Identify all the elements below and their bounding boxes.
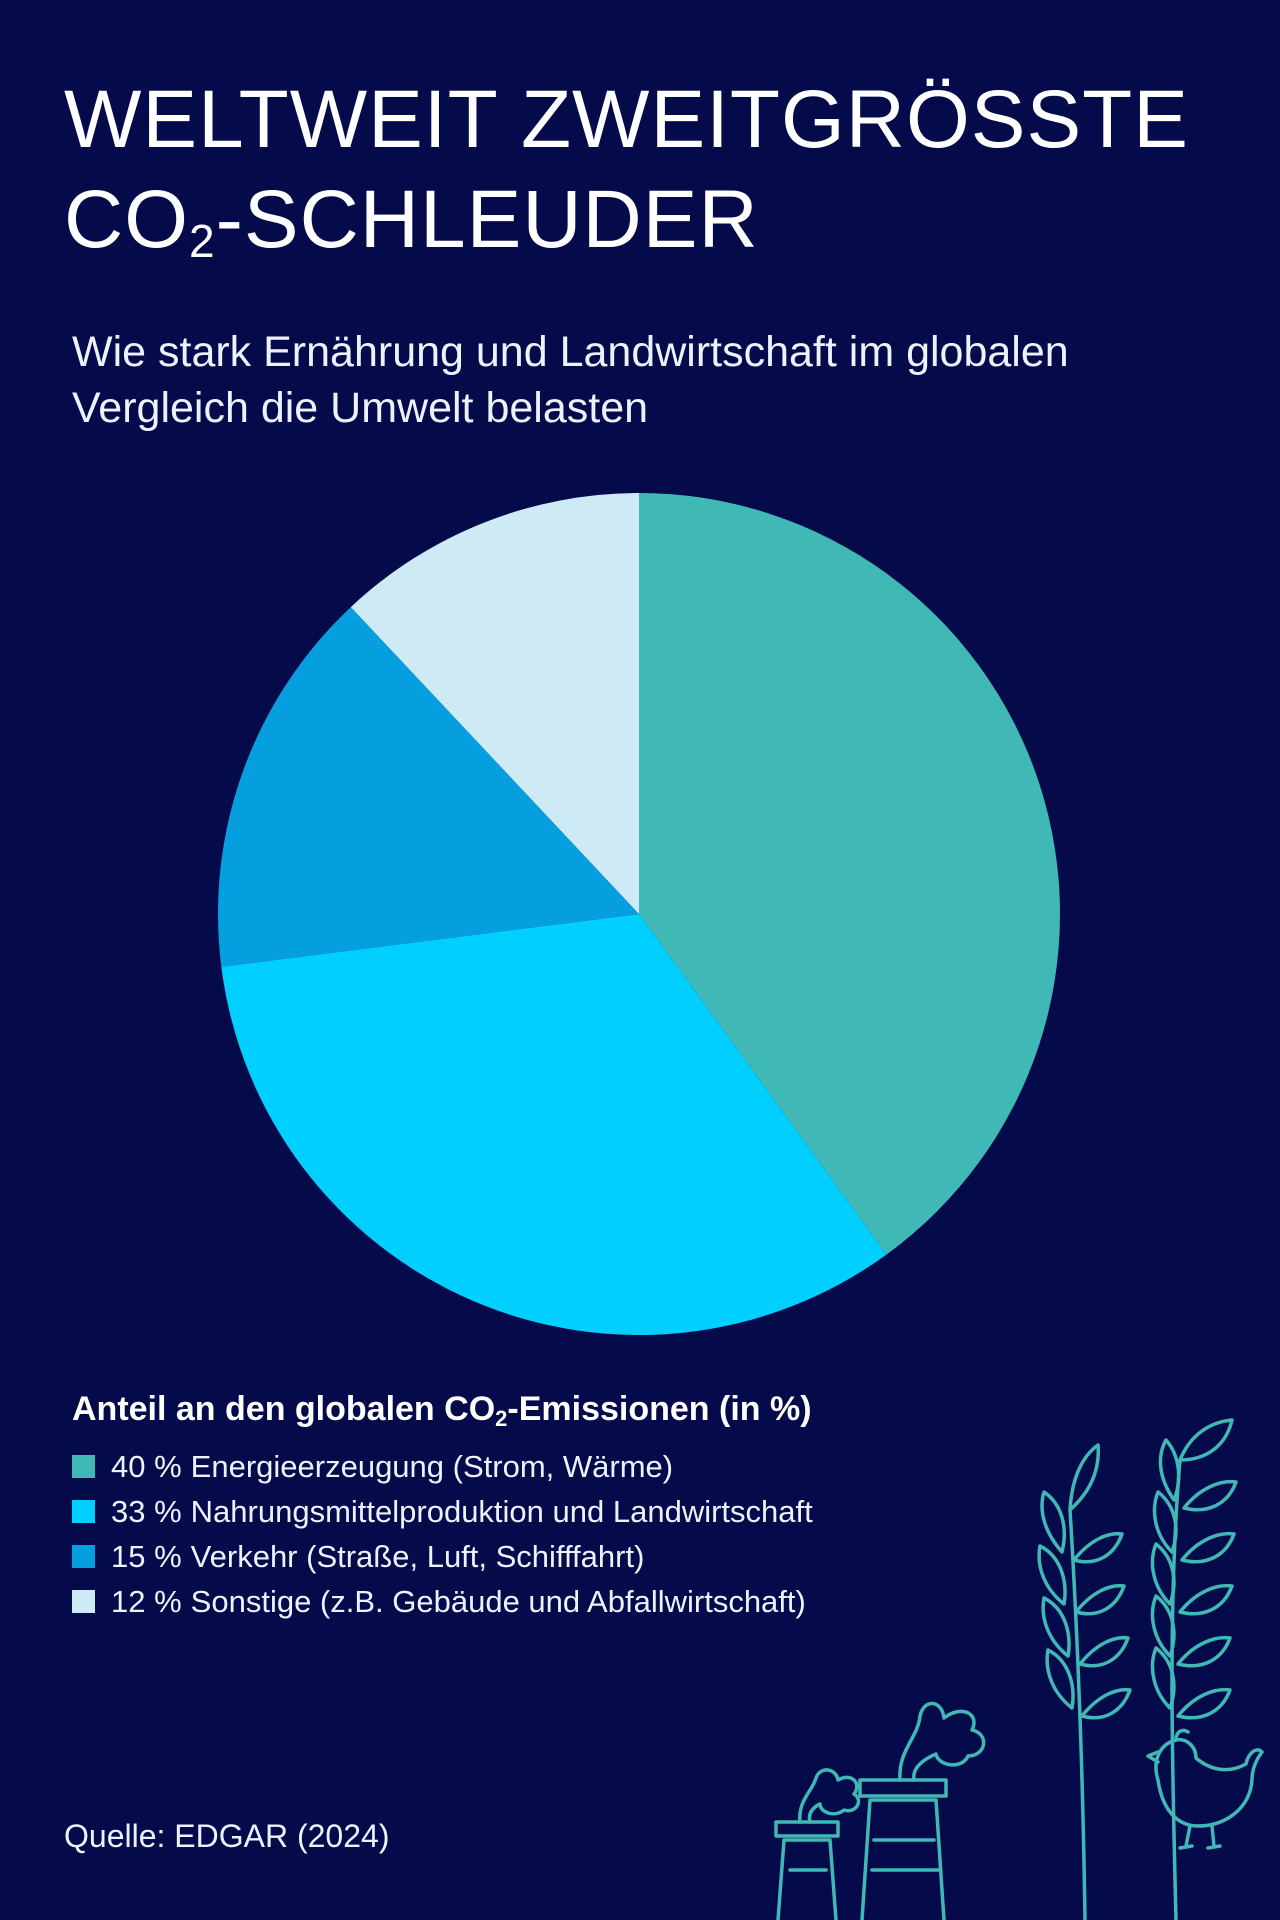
title-suffix: -SCHLEUDER xyxy=(215,174,759,265)
pie-slice-energie xyxy=(639,493,1061,1255)
factory-chimney-icon xyxy=(774,1701,986,1920)
title-subscript: 2 xyxy=(189,215,216,267)
legend-title: Anteil an den globalen CO2-Emissionen (i… xyxy=(72,1384,1072,1434)
title-line-2: CO2-SCHLEUDER xyxy=(64,170,1224,270)
legend-swatch xyxy=(72,1500,95,1523)
chart-subtitle: Wie stark Ernährung und Landwirtschaft i… xyxy=(72,328,1069,432)
legend-percent: 12 % xyxy=(111,1583,182,1619)
legend-swatch xyxy=(72,1545,95,1568)
chart-title: WELTWEIT ZWEITGRÖSSTE CO2-SCHLEUDER xyxy=(64,70,1224,270)
legend-item-energie: 40 % Energieerzeugung (Strom, Wärme) xyxy=(72,1444,1072,1489)
title-line-1: WELTWEIT ZWEITGRÖSSTE xyxy=(64,74,1189,165)
legend-label: Energieerzeugung (Strom, Wärme) xyxy=(190,1448,674,1484)
legend-item-sonstige: 12 % Sonstige (z.B. Gebäude und Abfallwi… xyxy=(72,1579,1072,1624)
legend: Anteil an den globalen CO2-Emissionen (i… xyxy=(72,1384,1072,1624)
chicken-icon xyxy=(1146,1728,1264,1850)
legend-label: Sonstige (z.B. Gebäude und Abfallwirtsch… xyxy=(190,1583,806,1619)
legend-item-nahrung: 33 % Nahrungsmittelproduktion und Landwi… xyxy=(72,1489,1072,1534)
legend-percent: 33 % xyxy=(111,1493,182,1529)
legend-swatch xyxy=(72,1590,95,1613)
title-co: CO xyxy=(64,174,189,265)
legend-label: Nahrungsmittelproduktion und Landwirtsch… xyxy=(190,1493,813,1529)
legend-percent: 15 % xyxy=(111,1538,182,1574)
pie-slice-sonstige xyxy=(350,493,639,914)
source-note: Quelle: EDGAR (2024) xyxy=(64,1818,390,1854)
legend-title-subscript: 2 xyxy=(495,1406,508,1431)
legend-label: Verkehr (Straße, Luft, Schifffahrt) xyxy=(190,1538,645,1574)
legend-percent: 40 % xyxy=(111,1448,182,1484)
legend-title-end: -Emissionen (in %) xyxy=(507,1390,812,1428)
legend-item-verkehr: 15 % Verkehr (Straße, Luft, Schifffahrt) xyxy=(72,1534,1072,1579)
legend-title-start: Anteil an den globalen CO xyxy=(72,1390,496,1428)
pie-slice-verkehr xyxy=(217,607,640,967)
legend-swatch xyxy=(72,1455,95,1478)
pie-slices xyxy=(217,493,1061,1336)
pie-slice-nahrung xyxy=(221,914,887,1336)
